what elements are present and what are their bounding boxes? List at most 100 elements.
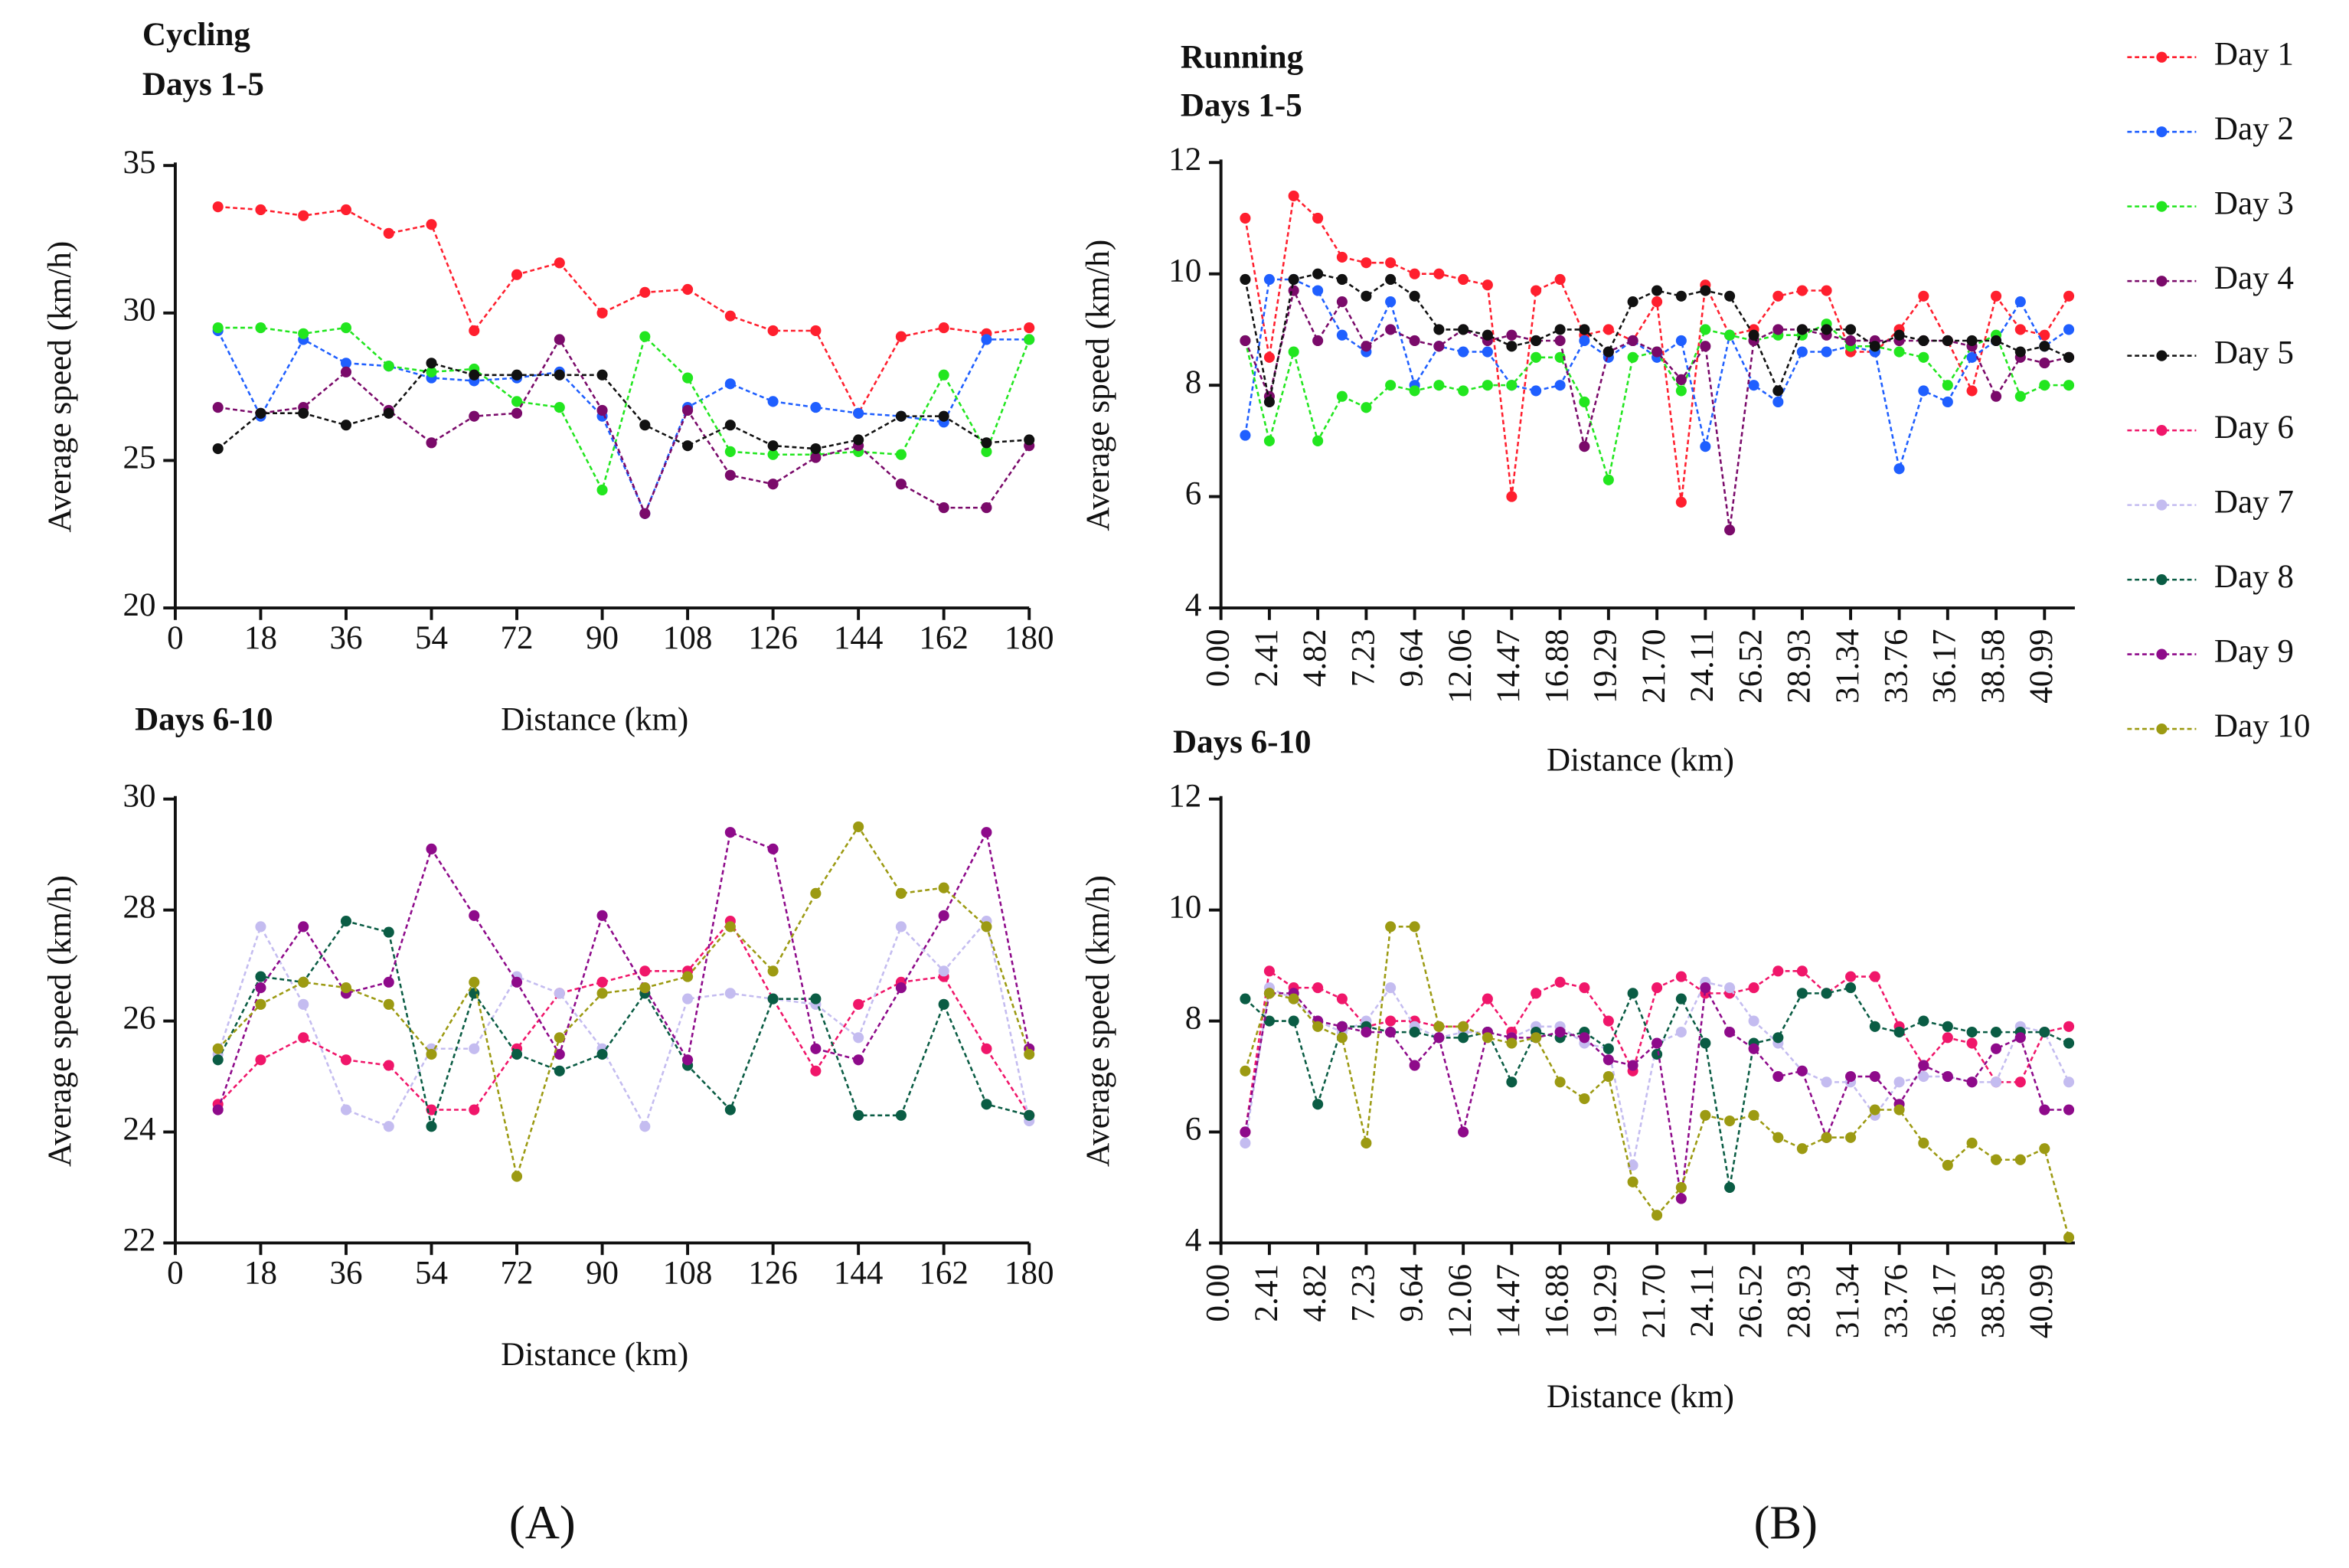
data-point — [810, 443, 822, 455]
data-point — [724, 921, 736, 933]
data-point — [1458, 1021, 1469, 1032]
data-point — [1024, 334, 1035, 345]
data-point — [682, 372, 694, 384]
data-point — [981, 446, 992, 457]
data-point — [2063, 1021, 2075, 1032]
x-tick-label: 180 — [1005, 1256, 1054, 1292]
y-tick-label: 30 — [123, 292, 155, 328]
data-point — [554, 369, 565, 381]
data-point — [1991, 1026, 2002, 1038]
data-point — [810, 1043, 822, 1054]
data-point — [2063, 380, 2075, 391]
data-point — [1627, 351, 1638, 363]
chart-title: Cycling — [142, 17, 250, 53]
data-point — [1506, 380, 1518, 391]
x-tick-label: 21.70 — [1636, 629, 1672, 704]
data-point — [2014, 324, 2026, 335]
data-point — [1409, 921, 1420, 933]
data-point — [1433, 341, 1445, 352]
data-point — [1336, 390, 1348, 402]
data-point — [298, 210, 309, 221]
data-point — [1991, 1043, 2002, 1054]
data-point — [1748, 380, 1759, 391]
data-point — [1869, 1104, 1880, 1116]
data-point — [938, 998, 949, 1010]
data-point — [1482, 329, 1493, 341]
data-point — [1724, 1026, 1736, 1038]
chart-subtitle: Days 1-5 — [1181, 87, 1302, 123]
data-point — [1385, 921, 1397, 933]
data-point — [1240, 212, 1251, 224]
data-point — [469, 976, 480, 988]
legend-label: Day 5 — [2214, 335, 2294, 371]
data-point — [554, 257, 565, 269]
y-tick-label: 8 — [1185, 1000, 1202, 1036]
data-point — [1531, 988, 1542, 999]
data-point — [1288, 1015, 1299, 1027]
data-point — [2063, 1076, 2075, 1088]
data-point — [1288, 993, 1299, 1004]
data-point — [1651, 296, 1663, 308]
data-point — [1821, 346, 1832, 358]
data-point — [1627, 988, 1638, 999]
data-point — [2039, 357, 2050, 369]
data-point — [469, 1104, 480, 1116]
x-tick-label: 18 — [244, 620, 277, 656]
data-point — [1602, 1054, 1614, 1066]
data-point — [1288, 190, 1299, 201]
data-point — [1240, 335, 1251, 347]
data-point — [767, 843, 779, 854]
data-point — [1385, 380, 1397, 391]
series-line — [217, 825, 1031, 1181]
data-point — [1312, 1021, 1324, 1032]
data-point — [1409, 1026, 1420, 1038]
legend-marker — [2156, 425, 2168, 436]
legend-label: Day 9 — [2214, 633, 2294, 669]
data-point — [511, 369, 523, 381]
data-point — [340, 1104, 352, 1116]
data-point — [1240, 273, 1251, 286]
data-point — [1845, 1132, 1857, 1143]
data-point — [255, 998, 266, 1010]
data-point — [1385, 257, 1397, 269]
series-line — [217, 330, 1030, 517]
x-axis-title: Distance (km) — [501, 701, 688, 737]
data-point — [1772, 1032, 1784, 1044]
x-tick-label: 54 — [415, 1256, 448, 1292]
data-point — [981, 501, 992, 514]
data-point — [554, 1032, 565, 1044]
data-point — [426, 437, 437, 449]
x-tick-label: 162 — [919, 1256, 969, 1292]
data-point — [1579, 396, 1590, 408]
data-point — [1336, 329, 1348, 341]
data-point — [1700, 982, 1711, 994]
data-point — [596, 307, 608, 318]
data-point — [1724, 1181, 1736, 1194]
data-point — [554, 988, 565, 999]
data-point — [1554, 976, 1566, 988]
data-point — [1409, 1060, 1420, 1071]
data-point — [1966, 1076, 1978, 1088]
legend-label: Day 8 — [2214, 559, 2294, 595]
data-point — [2039, 341, 2050, 352]
data-point — [639, 420, 651, 431]
legend-marker — [2156, 350, 2168, 361]
y-tick-label: 12 — [1168, 779, 1201, 815]
data-point — [938, 965, 949, 977]
data-point — [1651, 285, 1663, 296]
data-point — [1288, 346, 1299, 358]
y-tick-label: 10 — [1168, 889, 1201, 925]
data-point — [1675, 290, 1687, 302]
data-point — [1554, 1026, 1566, 1038]
data-point — [1554, 351, 1566, 363]
data-point — [1240, 1065, 1251, 1076]
data-point — [1409, 385, 1420, 397]
data-point — [810, 1065, 822, 1076]
data-point — [853, 434, 864, 446]
data-point — [1263, 273, 1275, 286]
data-point — [2063, 290, 2075, 302]
data-point — [1506, 341, 1518, 352]
data-point — [1458, 1032, 1469, 1044]
data-point — [1821, 1132, 1832, 1143]
data-point — [1506, 491, 1518, 502]
